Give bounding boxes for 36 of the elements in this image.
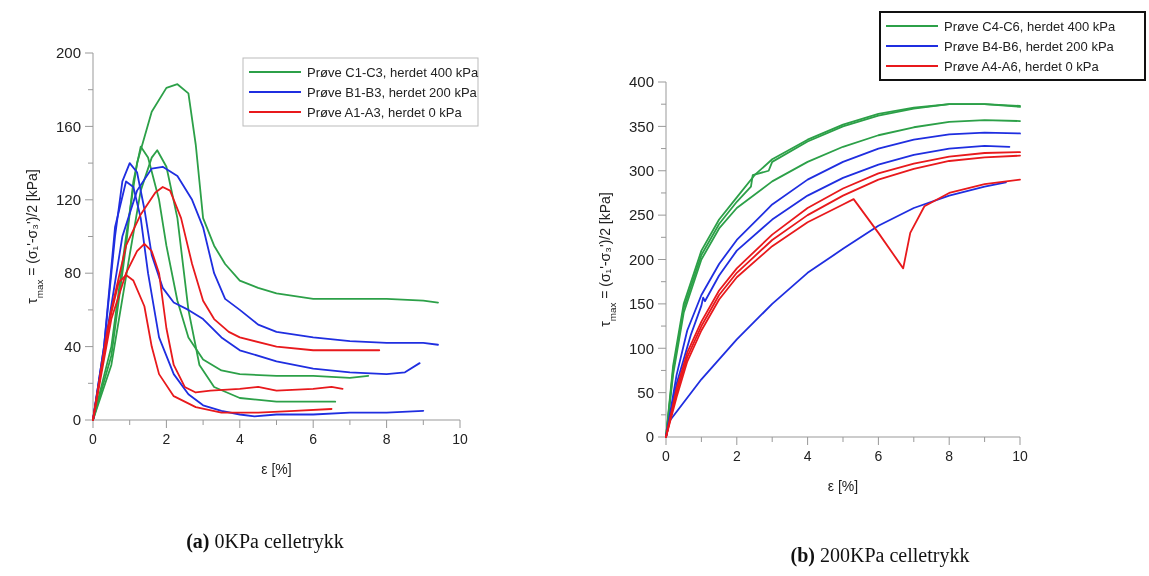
y-tick-label: 40 <box>64 337 81 355</box>
y-tick-label: 80 <box>64 264 81 282</box>
y-tick-label: 350 <box>628 117 654 135</box>
legend-label: Prøve C1-C3, herdet 400 kPa <box>307 64 480 80</box>
legend-label: Prøve A4-A6, herdet 0 kPa <box>944 58 1100 74</box>
x-tick-label: 8 <box>382 431 391 447</box>
x-tick-label: 6 <box>874 448 883 464</box>
y-tick-label: 150 <box>628 295 654 313</box>
text: (a) 0KPa celletrykk <box>186 530 344 553</box>
x-tick-label: 2 <box>732 448 741 464</box>
x-tick-label: 6 <box>309 431 318 447</box>
x-tick-label: 4 <box>235 431 244 447</box>
x-tick-label: 10 <box>452 431 468 447</box>
x-tick-label: 8 <box>945 448 954 464</box>
y-tick-label: 100 <box>628 339 654 357</box>
x-axis-title: ε [%] <box>827 478 859 494</box>
y-tick-label: 300 <box>628 162 654 179</box>
legend-label: Prøve B1-B3, herdet 200 kPa <box>307 84 478 100</box>
y-tick-label: 250 <box>628 206 654 224</box>
y-tick-label: 0 <box>72 411 81 429</box>
x-tick-label: 10 <box>1012 448 1028 464</box>
x-tick-label: 0 <box>662 448 671 464</box>
legend-label: Prøve B4-B6, herdet 200 kPa <box>944 38 1115 54</box>
y-tick-label: 50 <box>637 383 654 401</box>
x-tick-label: 2 <box>162 431 171 447</box>
text: (b) 200KPa celletrykk <box>790 544 970 567</box>
x-axis-title: ε [%] <box>261 461 292 477</box>
y-tick-label: 200 <box>628 250 654 268</box>
y-tick-label: 160 <box>55 117 81 135</box>
y-tick-label: 120 <box>55 191 81 209</box>
y-tick-label: 400 <box>628 73 654 91</box>
legend-label: Prøve C4-C6, herdet 400 kPa <box>944 18 1117 34</box>
y-tick-label: 200 <box>55 44 81 62</box>
x-tick-label: 0 <box>89 431 98 447</box>
legend-label: Prøve A1-A3, herdet 0 kPa <box>307 104 463 120</box>
x-tick-label: 4 <box>803 448 812 464</box>
